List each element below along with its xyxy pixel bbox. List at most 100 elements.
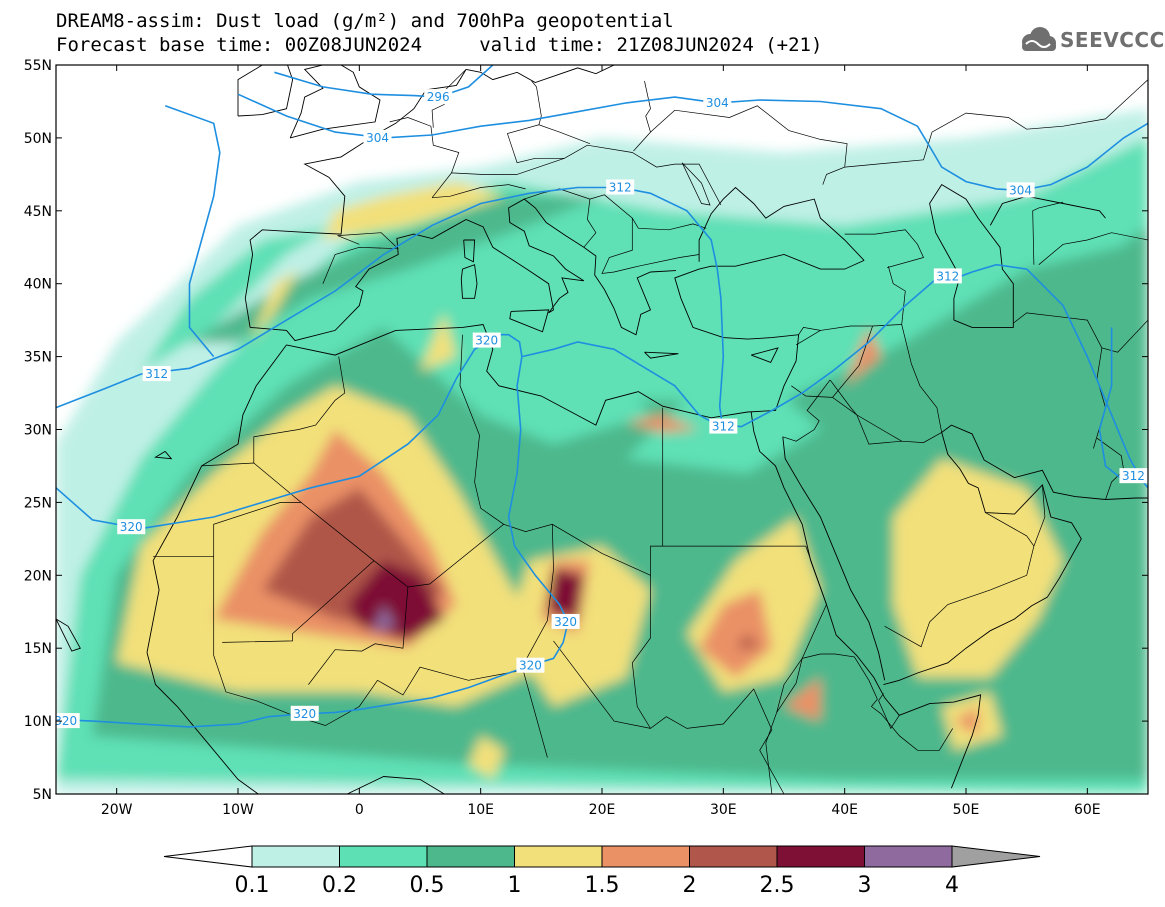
cloud-icon bbox=[1022, 27, 1056, 51]
colorbar-label: 0.2 bbox=[322, 873, 357, 898]
coastline-20 bbox=[154, 451, 173, 460]
border-7 bbox=[222, 560, 375, 643]
border-13 bbox=[791, 385, 942, 445]
geopotential-contour-0 bbox=[56, 333, 569, 728]
coastline-2 bbox=[286, 254, 865, 426]
contour-label-bg bbox=[472, 332, 501, 348]
border-34 bbox=[432, 184, 526, 199]
contour-label: 312 bbox=[1122, 469, 1145, 483]
border-8 bbox=[308, 586, 409, 685]
border-23 bbox=[1013, 312, 1103, 349]
colorbar-label: 3 bbox=[858, 873, 872, 898]
logo-text: SEEVCCC bbox=[1060, 28, 1165, 52]
coastline-16 bbox=[463, 239, 476, 263]
coastline-11 bbox=[782, 436, 886, 681]
lon-tick-label: 50E bbox=[953, 802, 980, 818]
coastline-10 bbox=[753, 430, 982, 789]
border-15 bbox=[832, 325, 873, 398]
lon-tick-label: 10E bbox=[467, 802, 494, 818]
colorbar-underflow bbox=[163, 845, 253, 868]
colorbar-label: 0.1 bbox=[235, 873, 270, 898]
border-47 bbox=[337, 235, 360, 245]
contour-label: 320 bbox=[54, 714, 77, 728]
coastline-6 bbox=[237, 65, 294, 117]
lat-tick-label: 25N bbox=[24, 495, 52, 511]
border-26 bbox=[1032, 201, 1064, 265]
border-42 bbox=[650, 105, 848, 185]
colorbar-label: 0.5 bbox=[410, 873, 445, 898]
lon-tick-label: 20W bbox=[101, 802, 133, 818]
border-1 bbox=[253, 356, 346, 463]
lon-tick-label: 30E bbox=[710, 802, 737, 818]
border-31 bbox=[868, 680, 953, 751]
coastline-17 bbox=[509, 309, 550, 333]
border-3 bbox=[503, 407, 664, 576]
contour-label: 320 bbox=[293, 707, 316, 721]
contour-label-bg bbox=[703, 94, 732, 110]
contour-label: 304 bbox=[366, 131, 389, 145]
axis-ticks: 55N 50N 45N 40N 35N 30N 25N 20N 15N 10N 5N 20W 10W 0 1… bbox=[24, 58, 1148, 818]
lon-tick-label: 20E bbox=[589, 802, 616, 818]
border-45 bbox=[431, 69, 467, 128]
contour-label: 312 bbox=[609, 180, 632, 194]
colorbar-box bbox=[251, 845, 340, 868]
contour-label: 312 bbox=[712, 420, 735, 434]
colorbar-box bbox=[864, 845, 953, 868]
contour-label-bg bbox=[516, 657, 545, 673]
contour-label-bg bbox=[709, 418, 738, 434]
contour-label-bg bbox=[56, 713, 80, 729]
map-field: 296 304 304 312 304 312 320 312 312 312 320 320 320 3… bbox=[54, 65, 1148, 794]
contour-label: 312 bbox=[145, 367, 168, 381]
contour-label: 296 bbox=[427, 90, 450, 104]
seevccc-logo: SEEVCCC bbox=[1018, 24, 1164, 56]
lat-tick-label: 55N bbox=[24, 58, 52, 74]
colorbar-box bbox=[776, 845, 865, 868]
dust-load-field bbox=[56, 108, 1148, 794]
border-30 bbox=[765, 658, 803, 794]
lon-tick-label: 40E bbox=[831, 802, 858, 818]
coastline-15 bbox=[460, 264, 478, 299]
contour-label-bg bbox=[1119, 468, 1148, 484]
coastline-14 bbox=[989, 195, 1106, 226]
contour-label-bg bbox=[606, 179, 635, 195]
border-20 bbox=[884, 512, 1035, 648]
colorbar-label: 1 bbox=[508, 873, 522, 898]
coastline-0 bbox=[146, 652, 446, 794]
lat-tick-label: 45N bbox=[24, 204, 52, 220]
border-19 bbox=[782, 379, 831, 442]
lat-tick-label: 40N bbox=[24, 277, 52, 293]
contour-label-bg bbox=[933, 268, 962, 284]
colorbar-box bbox=[339, 845, 428, 868]
lat-tick-label: 15N bbox=[24, 641, 52, 657]
coastline-18 bbox=[644, 351, 679, 359]
border-28 bbox=[878, 693, 900, 730]
border-27 bbox=[844, 229, 924, 269]
contour-label-bg bbox=[1006, 182, 1035, 198]
colorbar-label: 4 bbox=[945, 873, 959, 898]
border-37 bbox=[601, 218, 700, 274]
colorbar-box bbox=[601, 845, 690, 868]
lon-tick-label: 0 bbox=[355, 802, 364, 818]
border-39 bbox=[506, 124, 591, 164]
coastline-21 bbox=[56, 618, 81, 652]
lon-tick-label: 60E bbox=[1074, 802, 1101, 818]
border-14 bbox=[795, 266, 906, 346]
contour-labels: 296 304 304 312 304 312 320 312 312 312 320 320 320 3… bbox=[54, 89, 1148, 729]
contour-label: 304 bbox=[1009, 183, 1032, 197]
colorbar-box bbox=[426, 845, 515, 868]
contour-label: 320 bbox=[475, 334, 498, 348]
border-32 bbox=[322, 246, 399, 284]
forecast-time-line: Forecast base time: 00Z08JUN2024 valid t… bbox=[56, 34, 823, 56]
geopotential-contour-4 bbox=[274, 65, 494, 98]
border-40 bbox=[531, 80, 542, 125]
contour-label-bg bbox=[290, 705, 319, 721]
colorbar-box bbox=[689, 845, 778, 868]
contour-label-bg bbox=[142, 366, 171, 382]
border-10 bbox=[631, 575, 785, 794]
contour-label-bg bbox=[551, 613, 580, 629]
contour-label: 320 bbox=[554, 615, 577, 629]
border-16 bbox=[901, 324, 943, 433]
border-18 bbox=[798, 327, 821, 335]
geopotential-contour-2 bbox=[56, 186, 725, 424]
border-6 bbox=[213, 655, 548, 758]
